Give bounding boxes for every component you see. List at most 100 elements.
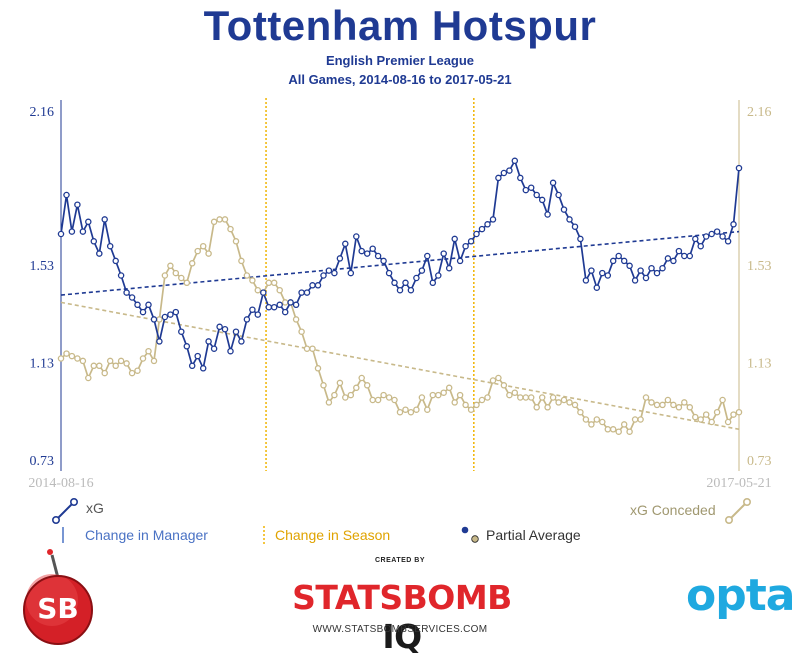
xg-point <box>57 230 65 238</box>
xg-point <box>566 216 573 223</box>
xg-point <box>593 284 601 291</box>
legend-xg-icon <box>51 497 79 524</box>
xg-point <box>506 167 513 174</box>
xg-conceded-point <box>473 401 480 409</box>
xg-conceded-point <box>517 394 524 401</box>
xg-conceded-point <box>150 357 158 365</box>
xg-conceded-point <box>172 269 180 277</box>
xg-point <box>713 228 721 235</box>
xg-conceded-point <box>199 242 207 250</box>
xg-conceded-point <box>588 421 595 428</box>
xg-point <box>254 311 262 318</box>
xg-conceded-point <box>85 374 92 382</box>
xg-conceded-point <box>418 394 426 401</box>
xg-conceded-point <box>358 374 365 382</box>
legend-manager-label: Change in Manager <box>85 527 208 543</box>
xg-conceded-point <box>369 396 376 404</box>
y-tick-left: 1.53 <box>30 259 55 274</box>
partial-average-line <box>60 230 740 296</box>
xg-point <box>128 294 136 301</box>
xg-point <box>139 308 147 316</box>
chart-date-range: All Games, 2014-08-16 to 2017-05-21 <box>288 72 512 87</box>
xg-conceded-point <box>555 399 562 406</box>
y-tick-right: 0.73 <box>747 454 772 469</box>
xg-point <box>260 289 267 296</box>
statsbomb-url: WWW.STATSBOMBSERVICES.COM <box>312 624 488 635</box>
xg-conceded-point <box>303 345 311 352</box>
xg-conceded-point <box>719 396 726 404</box>
xg-conceded-point <box>670 401 677 409</box>
opta-logo: opta <box>686 570 795 621</box>
legend-xg-conceded-label: xG Conceded <box>630 502 716 518</box>
xg-point <box>555 191 562 199</box>
xg-point <box>150 316 158 323</box>
xg-point <box>156 338 163 345</box>
xg-conceded-point <box>380 391 387 399</box>
xg-point <box>582 277 590 284</box>
xg-point <box>402 279 409 287</box>
xg-conceded-point <box>697 416 704 423</box>
xg-point <box>686 252 694 260</box>
xg-point <box>134 301 141 309</box>
xg-conceded-point <box>68 352 76 360</box>
xg-point <box>385 269 393 277</box>
xg-point <box>167 311 174 318</box>
xg-point <box>79 228 87 235</box>
xg-point <box>544 211 551 218</box>
xg-conceded-point <box>232 238 240 245</box>
xg-conceded-point <box>270 279 278 287</box>
legend-partial-average-icon <box>461 526 479 543</box>
xg-conceded-point <box>571 401 579 409</box>
xg-point <box>462 242 469 250</box>
xg-point <box>588 267 595 274</box>
xg-point <box>620 257 628 265</box>
xg-conceded-point <box>353 384 360 392</box>
xg-point <box>74 201 81 208</box>
xg-conceded-point <box>604 426 612 433</box>
xg-point <box>495 174 502 182</box>
xg-point <box>642 274 650 282</box>
xg-point <box>292 301 300 309</box>
xg-point <box>549 179 557 187</box>
x-tick-end: 2017-05-21 <box>706 476 771 491</box>
xg-point <box>188 362 196 370</box>
partial-average-line <box>60 301 740 431</box>
xg-conceded-point <box>320 382 327 389</box>
xg-point <box>609 257 617 265</box>
xg-conceded-point <box>615 428 622 435</box>
xg-conceded-point <box>582 416 590 423</box>
y-tick-left: 0.73 <box>30 454 55 469</box>
xg-point <box>604 272 612 279</box>
xg-conceded-point <box>188 260 196 267</box>
xg-point <box>123 289 130 296</box>
xg-conceded-point <box>347 391 355 399</box>
xg-point <box>708 230 715 238</box>
xg-conceded-point <box>620 421 628 428</box>
xg-conceded-point <box>363 382 371 389</box>
xg-point <box>358 247 365 255</box>
xg-point <box>320 272 327 279</box>
xg-conceded-point <box>511 389 519 396</box>
xg-conceded-point <box>708 418 715 426</box>
xg-point <box>615 252 622 260</box>
xg-conceded-point <box>440 389 447 396</box>
xg-point <box>145 301 152 309</box>
xg-conceded-point <box>112 362 119 370</box>
xg-conceded-point <box>134 367 141 374</box>
xg-point <box>702 233 710 240</box>
xg-point <box>238 338 245 345</box>
xg-conceded-point <box>675 404 683 411</box>
xg-point <box>249 306 256 313</box>
xg-point <box>309 282 316 289</box>
legend-season-label: Change in Season <box>275 527 391 543</box>
xg-conceded-point <box>325 399 333 406</box>
xg-point <box>380 257 387 265</box>
xg-conceded-point <box>642 394 650 401</box>
xg-point <box>303 289 311 296</box>
xg-point <box>63 191 70 199</box>
xg-conceded-point <box>702 411 710 418</box>
xg-conceded-point <box>724 418 732 426</box>
xg-conceded-point <box>391 396 398 404</box>
xg-conceded-point <box>456 391 464 399</box>
